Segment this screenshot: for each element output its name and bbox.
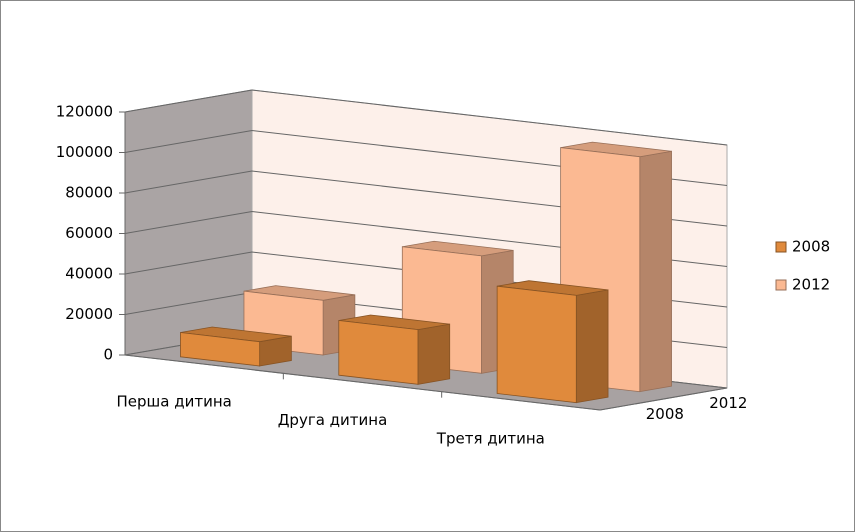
legend-label: 2012 <box>792 276 830 294</box>
bar-front <box>496 285 577 404</box>
bar-side <box>417 323 451 385</box>
x-tick-label: Перша дитина <box>117 393 232 411</box>
legend-swatch <box>775 279 787 291</box>
x-tick-label: Друга дитина <box>278 411 388 429</box>
x-tick-label: Третя дитина <box>436 429 545 447</box>
bar-side <box>575 289 609 404</box>
bar-front <box>180 332 261 367</box>
depth-label: 2008 <box>646 405 684 423</box>
bar-side <box>639 150 672 393</box>
y-tick-label: 100000 <box>56 143 113 161</box>
bar <box>496 280 609 404</box>
bar <box>180 326 292 367</box>
y-tick-label: 0 <box>103 346 113 364</box>
depth-axis <box>599 387 728 411</box>
y-tick-label: 20000 <box>65 305 113 323</box>
bar-front <box>338 320 419 385</box>
y-tick-label: 60000 <box>65 224 113 242</box>
y-tick-label: 120000 <box>56 103 113 121</box>
legend-swatch <box>775 241 787 253</box>
legend-label: 2008 <box>792 238 830 256</box>
depth-label: 2012 <box>709 394 747 412</box>
y-tick-label: 40000 <box>65 265 113 283</box>
x-axis <box>124 354 601 411</box>
grid-line <box>124 89 728 146</box>
bar <box>338 314 451 385</box>
y-tick-label: 80000 <box>65 184 113 202</box>
